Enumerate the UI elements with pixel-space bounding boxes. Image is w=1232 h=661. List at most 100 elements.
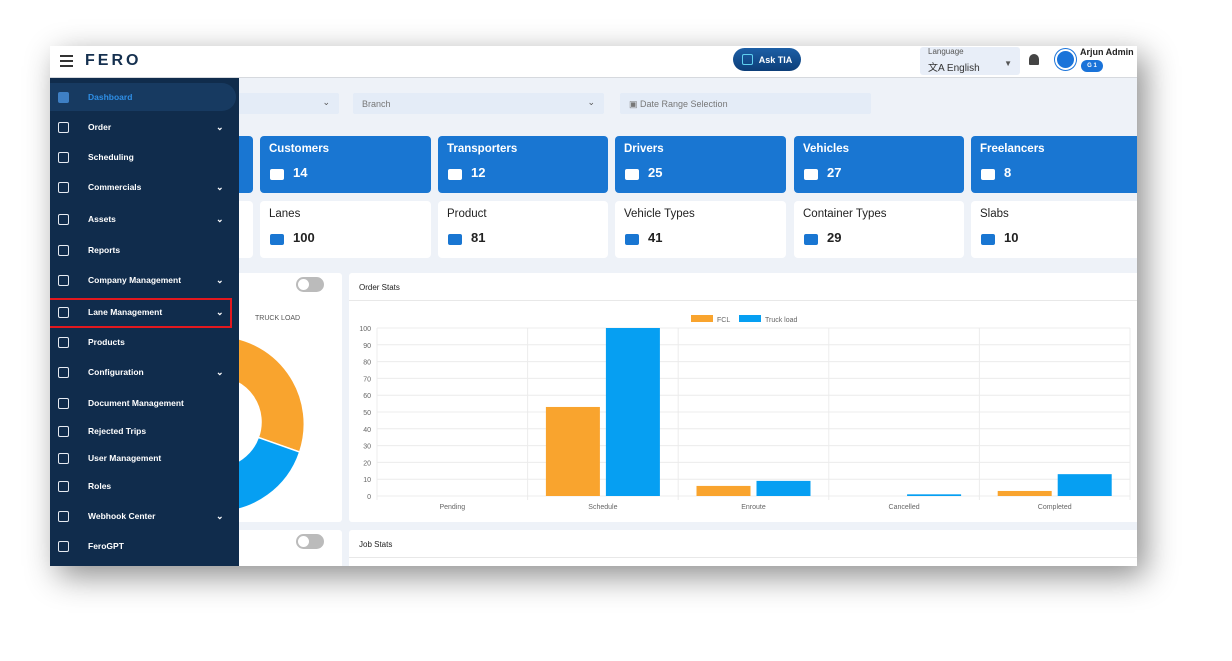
stat-card-drivers[interactable]: Drivers 25 xyxy=(615,136,786,193)
chevron-down-icon: ⌄ xyxy=(216,366,224,377)
sidebar-item-rejected-trips[interactable]: Rejected Trips xyxy=(50,417,239,445)
y-tick-label: 80 xyxy=(363,360,371,367)
sidebar-item-ferogpt[interactable]: FeroGPT xyxy=(50,532,239,560)
hamburger-menu-icon[interactable] xyxy=(60,55,73,67)
y-tick-label: 0 xyxy=(367,494,371,501)
card-icon xyxy=(448,234,462,245)
sidebar-item-products[interactable]: Products xyxy=(50,328,239,356)
logo[interactable]: FERO xyxy=(85,52,141,70)
sidebar-item-configuration[interactable]: Configuration ⌄ xyxy=(50,358,239,386)
sidebar-item-webhook-center[interactable]: Webhook Center ⌄ xyxy=(50,502,239,530)
company-select[interactable]: ⌄ xyxy=(230,93,339,114)
card-icon xyxy=(804,234,818,245)
language-value: 文A English xyxy=(928,59,980,74)
chevron-down-icon: ⌄ xyxy=(322,97,330,107)
logo-text: FERO xyxy=(85,52,142,69)
stat-card-vehicle-types[interactable]: Vehicle Types 41 xyxy=(615,201,786,258)
company-icon xyxy=(58,274,69,286)
card-value: 12 xyxy=(471,165,486,180)
sidebar-item-dashboard[interactable]: Dashboard xyxy=(50,83,236,111)
branch-select[interactable]: Branch ⌄ xyxy=(353,93,604,114)
y-tick-label: 30 xyxy=(363,444,371,451)
job-stats-title: Job Stats xyxy=(359,540,393,549)
x-tick-label: Completed xyxy=(1038,504,1072,511)
chevron-down-icon: ⌄ xyxy=(216,274,224,285)
sidebar-item-label: Rejected Trips xyxy=(88,426,147,436)
lane-icon xyxy=(58,306,69,318)
chevron-down-icon: ⌄ xyxy=(216,510,224,521)
bar-fcl xyxy=(696,485,751,496)
x-tick-label: Pending xyxy=(439,504,465,511)
user-badge: G 1 xyxy=(1081,60,1103,72)
stat-card-vehicles[interactable]: Vehicles 27 xyxy=(794,136,964,193)
sidebar-item-label: User Management xyxy=(88,453,162,463)
sidebar-item-document-management[interactable]: Document Management xyxy=(50,389,239,417)
card-title: Product xyxy=(447,208,487,220)
stat-card-transporters[interactable]: Transporters 12 xyxy=(438,136,608,193)
card-title: Container Types xyxy=(803,208,887,220)
card-value: 10 xyxy=(1004,230,1019,245)
sidebar-item-scheduling[interactable]: Scheduling xyxy=(50,143,239,171)
chevron-down-icon: ▼ xyxy=(1004,59,1012,68)
stat-card-lanes[interactable]: Lanes 100 xyxy=(260,201,431,258)
toggle-switch[interactable] xyxy=(296,534,324,549)
chevron-down-icon: ⌄ xyxy=(216,121,224,132)
scheduling-icon xyxy=(58,151,69,163)
card-icon xyxy=(270,234,284,245)
card-value: 81 xyxy=(471,230,486,245)
stat-card-product[interactable]: Product 81 xyxy=(438,201,608,258)
y-tick-label: 20 xyxy=(363,460,371,467)
card-icon xyxy=(448,169,462,180)
sidebar-item-roles[interactable]: Roles xyxy=(50,472,239,500)
bell-icon[interactable] xyxy=(1029,54,1039,65)
card-value: 27 xyxy=(827,165,842,180)
sidebar-item-label: Company Management xyxy=(88,275,182,285)
assets-icon xyxy=(58,213,69,225)
tia-icon xyxy=(741,54,753,65)
chevron-down-icon: ⌄ xyxy=(216,213,224,224)
card-title: Vehicles xyxy=(803,143,850,155)
sidebar-item-reports[interactable]: Reports xyxy=(50,236,239,264)
bar-fcl xyxy=(997,490,1052,496)
sidebar-item-company-management[interactable]: Company Management ⌄ xyxy=(50,266,239,294)
card-icon xyxy=(981,169,995,180)
sidebar-item-label: Dashboard xyxy=(88,92,133,102)
order-stats-title: Order Stats xyxy=(359,283,400,292)
sidebar-item-label: Configuration xyxy=(88,367,144,377)
date-range-input[interactable]: ▣ Date Range Selection xyxy=(620,93,871,114)
bar-truck-load xyxy=(756,480,811,496)
sidebar-item-label: Commercials xyxy=(88,182,142,192)
sidebar-item-assets[interactable]: Assets ⌄ xyxy=(50,205,239,233)
sidebar-item-user-management[interactable]: User Management xyxy=(50,444,239,472)
bot-icon xyxy=(58,540,69,552)
sidebar-item-lane-management[interactable]: Lane Management ⌄ xyxy=(50,298,239,326)
sidebar-item-order[interactable]: Order ⌄ xyxy=(50,113,239,141)
products-icon xyxy=(58,336,69,348)
stat-card-freelancers[interactable]: Freelancers 8 xyxy=(971,136,1137,193)
y-tick-label: 100 xyxy=(359,326,371,333)
sidebar-item-label: Assets xyxy=(88,214,116,224)
sidebar-item-label: Reports xyxy=(88,245,121,255)
sidebar-item-label: Order xyxy=(88,122,112,132)
sidebar-item-label: Roles xyxy=(88,481,112,491)
bar-fcl xyxy=(545,406,600,496)
sidebar-item-label: Lane Management xyxy=(88,307,163,317)
avatar[interactable] xyxy=(1055,49,1076,70)
stat-card-slabs[interactable]: Slabs 10 xyxy=(971,201,1137,258)
job-stats-panel: Job Stats xyxy=(349,530,1137,566)
sidebar-item-commercials[interactable]: Commercials ⌄ xyxy=(50,173,239,201)
toggle-switch[interactable] xyxy=(296,277,324,292)
bar-truck-load xyxy=(1057,474,1112,496)
language-text: English xyxy=(946,63,980,74)
card-title: Lanes xyxy=(269,208,301,220)
trash-icon xyxy=(58,425,69,437)
x-tick-label: Schedule xyxy=(588,504,617,511)
stat-card-container-types[interactable]: Container Types 29 xyxy=(794,201,964,258)
sidebar-item-label: Document Management xyxy=(88,398,184,408)
stat-card-customers[interactable]: Customers 14 xyxy=(260,136,431,193)
chevron-down-icon: ⌄ xyxy=(587,97,595,107)
dashboard-icon xyxy=(58,91,69,103)
language-select[interactable]: Language 文A English ▼ xyxy=(920,47,1020,75)
ask-tia-button[interactable]: Ask TIA xyxy=(733,48,801,71)
card-title: Slabs xyxy=(980,208,1009,220)
